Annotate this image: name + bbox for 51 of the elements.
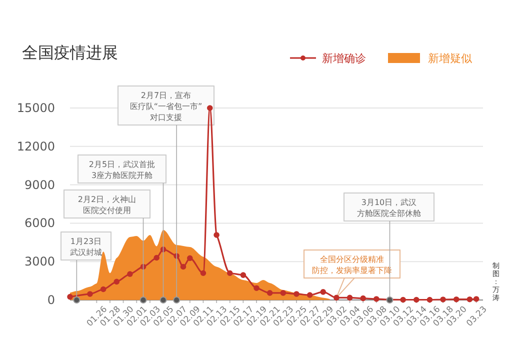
point <box>154 254 160 261</box>
point <box>400 296 406 303</box>
point <box>346 294 353 301</box>
point <box>413 296 420 303</box>
y-tick-label: 6000 <box>24 216 55 230</box>
y-tick-label: 0 <box>47 293 55 307</box>
point <box>127 271 133 277</box>
point <box>426 296 433 303</box>
point <box>240 272 246 278</box>
point <box>306 292 313 298</box>
y-tick-label: 12000 <box>16 139 55 154</box>
annotation: 1月23日武汉封城 <box>70 237 102 257</box>
point <box>280 290 286 296</box>
point <box>440 296 446 302</box>
point <box>473 296 480 302</box>
point <box>360 295 366 302</box>
point <box>87 291 93 297</box>
point <box>214 232 220 238</box>
point <box>100 286 106 292</box>
y-tick-label: 3000 <box>24 254 55 269</box>
y-tick-label: 15000 <box>16 101 55 115</box>
point <box>374 296 380 302</box>
annotation: 3月10日，武汉方舱医院全部休舱 <box>357 198 421 218</box>
point <box>114 278 120 285</box>
point <box>453 296 460 302</box>
annotation: 2月7日，宣布医疗队“一省包一市”对口支援 <box>130 91 202 122</box>
note-box: 2月7日，宣布医疗队“一省包一市”对口支援 <box>118 86 214 126</box>
note-box: 2月2日，火神山医院交付使用 <box>64 190 150 218</box>
point <box>187 255 193 262</box>
annotation: 2月5日，武汉首批3座方舱医院开舱 <box>88 160 156 180</box>
point <box>226 270 233 276</box>
legend-label: 新增疑似 <box>428 52 472 65</box>
legend-item: 新增疑似 <box>388 52 472 65</box>
point <box>254 285 260 291</box>
point <box>67 294 73 300</box>
note-box: 3月10日，武汉方舱医院全部休舱 <box>344 192 434 222</box>
point <box>200 270 206 276</box>
note-box: 2月5日，武汉首批3座方舱医院开舱 <box>78 154 166 184</box>
point <box>206 105 213 111</box>
point <box>266 290 273 296</box>
y-tick-label: 9000 <box>24 178 55 192</box>
point <box>180 264 186 270</box>
legend-label: 新增确诊 <box>322 52 366 65</box>
point <box>294 291 300 297</box>
legend-item: 新增确诊 <box>290 52 366 65</box>
point <box>466 296 473 302</box>
point <box>334 294 340 301</box>
point <box>320 289 326 295</box>
note-box: 1月23日武汉封城 <box>60 232 112 260</box>
chart-title: 全国疫情进展 <box>22 43 118 62</box>
annotation: 2月2日，火神山医院交付使用 <box>78 195 136 215</box>
